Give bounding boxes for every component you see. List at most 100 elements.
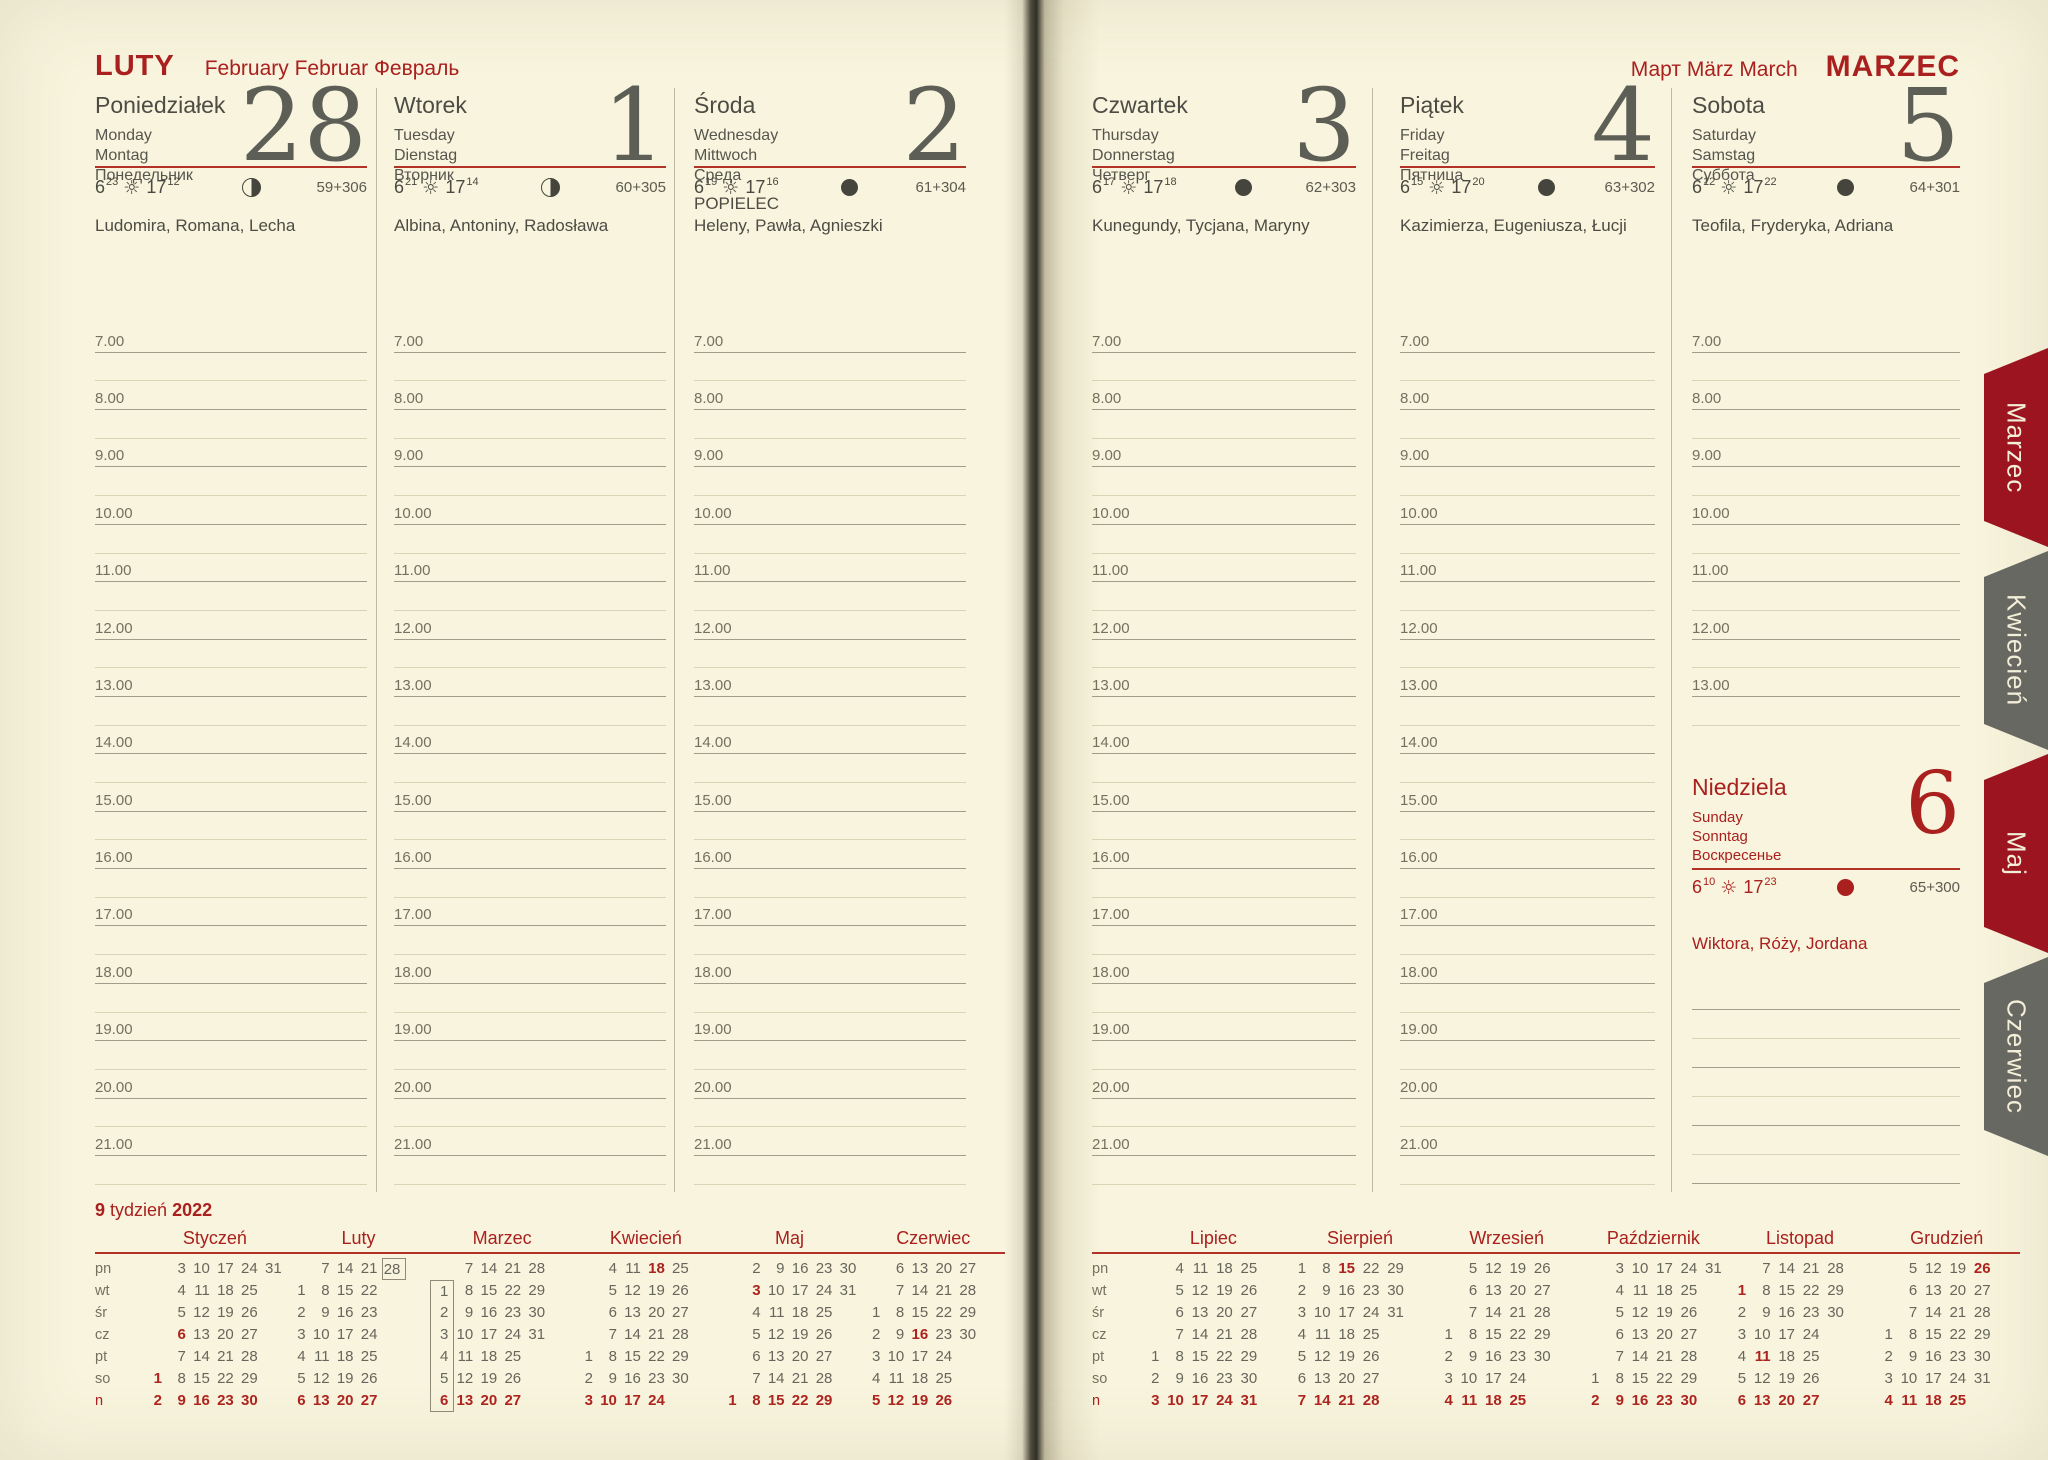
minical-day: 20 xyxy=(1216,1304,1233,1321)
minical-day: 11 xyxy=(1901,1392,1918,1409)
minical-day: 22 xyxy=(791,1392,809,1409)
minical-day: 14 xyxy=(1778,1260,1796,1277)
minical-day: 14 xyxy=(767,1370,785,1387)
minical-day: 29 xyxy=(1973,1326,1991,1343)
minical-day xyxy=(694,1346,718,1368)
day-number: 1 xyxy=(602,67,666,184)
minical-day xyxy=(837,1324,861,1346)
minical-day: 29 xyxy=(241,1370,258,1387)
minical-day: 11 xyxy=(888,1370,905,1387)
minical-day: 15 xyxy=(1925,1326,1942,1343)
sunset-minutes: 14 xyxy=(466,176,479,188)
half-hour-line xyxy=(394,525,666,554)
minical-day: 29 xyxy=(1533,1326,1551,1343)
half-hour-line xyxy=(95,582,367,611)
sun-icon: ☼ xyxy=(422,177,440,199)
minical-day: 20 xyxy=(217,1326,234,1343)
minical-day: 5 xyxy=(1737,1370,1747,1387)
minical-day xyxy=(287,1258,311,1280)
weekday-label-n: n xyxy=(1092,1393,1101,1409)
tab-czerwiec[interactable]: Czerwiec xyxy=(1984,957,2048,1156)
minical-day: 24 xyxy=(360,1326,378,1343)
half-hour-line xyxy=(694,353,966,382)
day-name-label: Poniedziałek xyxy=(95,92,226,118)
minical-day xyxy=(1873,1302,1897,1324)
time-label: 20.00 xyxy=(394,1078,432,1096)
minical-day xyxy=(1702,1280,1726,1302)
minical-day xyxy=(574,1302,598,1324)
left-month-subtitle: February Februar Февраль xyxy=(204,57,460,80)
minical-day: 3 xyxy=(430,1324,455,1346)
day-column-sroda: Środa Wednesday Mittwoch Среда 2 619 ☼ 1716 61+3… xyxy=(694,76,966,1196)
minical-day xyxy=(694,1302,718,1324)
half-hour-line xyxy=(1092,869,1356,898)
day-intl-labels: Wednesday Mittwoch Среда xyxy=(694,126,966,186)
half-hour-line xyxy=(394,640,666,669)
tab-marzec[interactable]: Marzec xyxy=(1984,348,2048,547)
time-slot-19: 19.00 xyxy=(394,1013,666,1042)
half-hour-line xyxy=(95,640,367,669)
minical-day xyxy=(1409,1346,1433,1368)
minical-day: 28 xyxy=(1240,1326,1258,1343)
mini-calendar-wrzesień: 5 12 19 26 6 13 20 27 7 14 21 28 1 8 15 22 29 2 9 16 23 30 3 10… xyxy=(1433,1258,1580,1412)
minical-day: 25 xyxy=(1362,1326,1380,1343)
minical-day: 17 xyxy=(336,1326,354,1343)
minical-day: 27 xyxy=(1533,1282,1551,1299)
minical-day: 22 xyxy=(1802,1282,1820,1299)
half-hour-line xyxy=(1400,353,1655,382)
half-hour-line xyxy=(694,926,966,956)
day-intl-label: Freitag xyxy=(1400,147,1450,164)
sunday-header: Niedziela Sunday Sonntag Воскресенье xyxy=(1692,774,1960,865)
half-hour-line xyxy=(95,926,367,956)
minical-day xyxy=(1409,1280,1433,1302)
minical-day: 22 xyxy=(1949,1326,1967,1343)
day-intl-label: Montag xyxy=(95,147,149,164)
minical-day xyxy=(1849,1280,1873,1302)
time-grid: 7.00 8.00 9.00 10.00 11.00 12.00 13.00 14.00 15.… xyxy=(95,324,367,1185)
minical-day xyxy=(1140,1324,1164,1346)
minical-day xyxy=(550,1368,574,1390)
minical-day xyxy=(406,1302,430,1324)
minical-day: 27 xyxy=(1680,1326,1698,1343)
note-line xyxy=(1692,1068,1960,1097)
sunset-hour: 17 xyxy=(1743,877,1764,897)
minical-day xyxy=(143,1346,167,1368)
minical-day: 19 xyxy=(336,1370,354,1387)
minical-day: 16 xyxy=(480,1304,498,1321)
sun-moon-row: 612 ☼ 1722 64+301 xyxy=(1692,174,1960,200)
minical-day: 31 xyxy=(1973,1370,1991,1387)
minical-day xyxy=(1384,1346,1408,1368)
tab-maj[interactable]: Maj xyxy=(1984,754,2048,953)
time-grid: 7.00 8.00 9.00 10.00 11.00 12.00 13.00 14.00 15.… xyxy=(1092,324,1356,1185)
minical-day: 27 xyxy=(1362,1370,1380,1387)
minical-day xyxy=(837,1390,861,1412)
minical-day: 4 xyxy=(871,1370,881,1387)
minical-day: 14 xyxy=(336,1260,354,1277)
moon-phase-icon xyxy=(540,177,560,197)
minical-day: 6 xyxy=(1175,1304,1184,1321)
minical-day xyxy=(382,1390,406,1412)
mini-calendar-kwiecień: 4 11 18 25 5 12 19 26 6 13 20 27 7 14 21 28 1 8 15 22 29 2 9 16… xyxy=(574,1258,718,1412)
minical-day xyxy=(1702,1324,1726,1346)
time-slot-16: 16.00 xyxy=(1400,840,1655,870)
minical-day xyxy=(981,1390,1005,1412)
minical-day xyxy=(837,1302,861,1324)
time-slot-19: 19.00 xyxy=(1400,1013,1655,1042)
day-header-rule xyxy=(1092,166,1356,168)
minical-day: 28 xyxy=(1533,1304,1551,1321)
minical-day xyxy=(957,1390,981,1412)
time-grid: 7.00 8.00 9.00 10.00 11.00 12.00 13.00 14.00 15.… xyxy=(694,324,966,1185)
minical-day: 3 xyxy=(1737,1326,1747,1343)
minical-day: 11 xyxy=(1461,1392,1478,1409)
time-slot-9: 9.00 xyxy=(1092,439,1356,468)
day-intl-labels: Saturday Samstag Суббота xyxy=(1692,126,1960,186)
note-line xyxy=(1692,981,1960,1010)
mini-month-title-maj: Maj xyxy=(775,1228,805,1248)
time-slot-15: 15.00 xyxy=(1092,783,1356,812)
minical-day: 20 xyxy=(791,1348,809,1365)
minical-day: 30 xyxy=(241,1392,258,1409)
minical-day xyxy=(1384,1368,1408,1390)
minical-day: 11 xyxy=(1192,1260,1209,1277)
tab-kwiecień[interactable]: Kwiecień xyxy=(1984,551,2048,750)
minical-day: 15 xyxy=(1191,1348,1209,1365)
